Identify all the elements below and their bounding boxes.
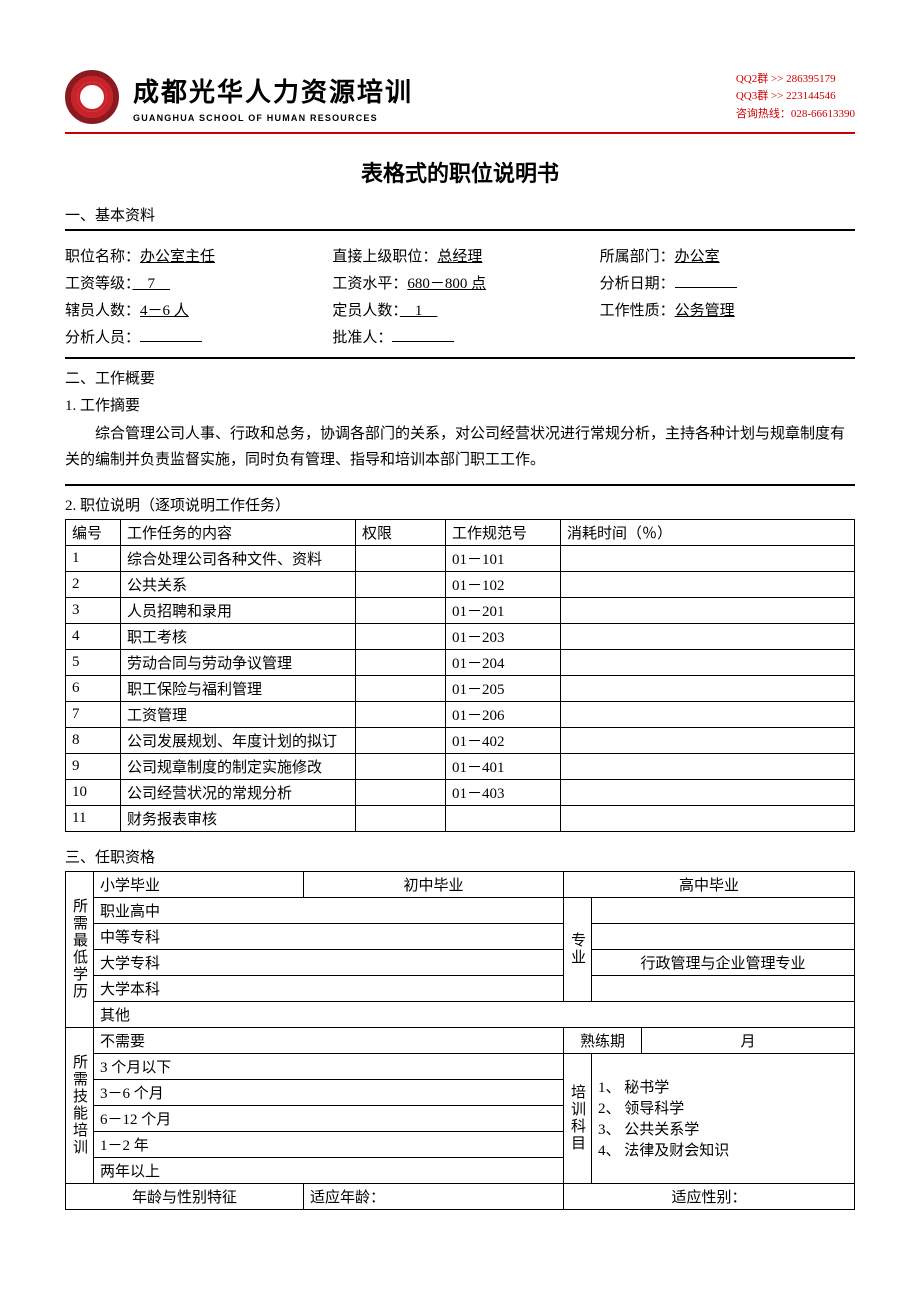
table-row: 所需技能培训 不需要 熟练期 月 <box>66 1027 855 1053</box>
section3-heading: 三、任职资格 <box>65 846 855 867</box>
field-analyst: 分析人员： <box>65 326 320 347</box>
tasks-table: 编号工作任务的内容权限工作规范号消耗时间（％）1综合处理公司各种文件、资料01－… <box>65 519 855 832</box>
table-row: 大学本科 <box>66 975 855 1001</box>
table-row: 6职工保险与福利管理01－205 <box>66 675 855 701</box>
field-salary: 工资水平：680－800 点 <box>332 272 587 293</box>
org-name-cn: 成都光华人力资源培训 <box>133 72 413 109</box>
section2-sub1: 1. 工作摘要 <box>65 394 855 415</box>
letterhead-left: 成都光华人力资源培训 GUANGHUA SCHOOL OF HUMAN RESO… <box>65 70 413 124</box>
column-header: 工作任务的内容 <box>121 519 356 545</box>
field-dept: 所属部门：办公室 <box>600 245 855 266</box>
field-grade: 工资等级： 7 <box>65 272 320 293</box>
table-row: 3 个月以下 培训科目 1、 秘书学 2、 领导科学 3、 公共关系学 4、 法… <box>66 1053 855 1079</box>
org-logo <box>65 70 119 124</box>
table-row: 职业高中 专业 <box>66 897 855 923</box>
letterhead: 成都光华人力资源培训 GUANGHUA SCHOOL OF HUMAN RESO… <box>65 70 855 134</box>
subjects-vlabel: 培训科目 <box>564 1053 592 1183</box>
column-header: 编号 <box>66 519 121 545</box>
summary-paragraph: 综合管理公司人事、行政和总务，协调各部门的关系，对公司经营状况进行常规分析，主持… <box>65 421 855 474</box>
field-date: 分析日期： <box>600 272 855 293</box>
document-title: 表格式的职位说明书 <box>65 156 855 188</box>
table-row: 2公共关系01－102 <box>66 571 855 597</box>
column-header: 权限 <box>356 519 446 545</box>
table-row: 所需最低学历 小学毕业 初中毕业 高中毕业 <box>66 871 855 897</box>
org-title-block: 成都光华人力资源培训 GUANGHUA SCHOOL OF HUMAN RESO… <box>133 72 413 123</box>
edu-vlabel: 所需最低学历 <box>66 871 94 1027</box>
table-row: 大学专科 行政管理与企业管理专业 <box>66 949 855 975</box>
train-vlabel: 所需技能培训 <box>66 1027 94 1183</box>
table-row: 8公司发展规划、年度计划的拟订01－402 <box>66 727 855 753</box>
divider <box>65 357 855 359</box>
qq3-line: QQ3群 >> 223144546 <box>736 88 855 106</box>
qq2-line: QQ2群 >> 286395179 <box>736 71 855 89</box>
table-header-row: 编号工作任务的内容权限工作规范号消耗时间（％） <box>66 519 855 545</box>
field-headcount: 定员人数： 1 <box>332 299 587 320</box>
table-row: 11财务报表审核 <box>66 805 855 831</box>
table-row: 10公司经营状况的常规分析01－403 <box>66 779 855 805</box>
table-row: 年龄与性别特征 适应年龄： 适应性别： <box>66 1183 855 1209</box>
hotline-line: 咨询热线：028-66613390 <box>736 106 855 124</box>
section1-heading: 一、基本资料 <box>65 204 855 225</box>
contact-block: QQ2群 >> 286395179 QQ3群 >> 223144546 咨询热线… <box>736 71 855 124</box>
table-row: 4职工考核01－203 <box>66 623 855 649</box>
column-header: 工作规范号 <box>446 519 561 545</box>
table-row: 9公司规章制度的制定实施修改01－401 <box>66 753 855 779</box>
section2-sub2: 2. 职位说明（逐项说明工作任务） <box>65 494 855 515</box>
table-row: 5劳动合同与劳动争议管理01－204 <box>66 649 855 675</box>
field-position: 职位名称：办公室主任 <box>65 245 320 266</box>
field-supervisor: 直接上级职位：总经理 <box>332 245 587 266</box>
org-name-en: GUANGHUA SCHOOL OF HUMAN RESOURCES <box>133 113 413 123</box>
field-approver: 批准人： <box>332 326 587 347</box>
subjects-cell: 1、 秘书学 2、 领导科学 3、 公共关系学 4、 法律及财会知识 <box>592 1053 855 1183</box>
table-row: 1综合处理公司各种文件、资料01－101 <box>66 545 855 571</box>
major-vlabel: 专业 <box>564 897 592 1001</box>
table-row: 7工资管理01－206 <box>66 701 855 727</box>
column-header: 消耗时间（％） <box>561 519 855 545</box>
table-row: 中等专科 <box>66 923 855 949</box>
field-nature: 工作性质：公务管理 <box>600 299 855 320</box>
table-row: 3人员招聘和录用01－201 <box>66 597 855 623</box>
section2-heading: 二、工作概要 <box>65 367 855 388</box>
divider <box>65 229 855 231</box>
table-row: 其他 <box>66 1001 855 1027</box>
divider <box>65 484 855 486</box>
basic-info-grid: 职位名称：办公室主任 直接上级职位：总经理 所属部门：办公室 工资等级： 7 工… <box>65 245 855 347</box>
qualification-table: 所需最低学历 小学毕业 初中毕业 高中毕业 职业高中 专业 中等专科 大学专科 … <box>65 871 855 1210</box>
field-subcount: 辖员人数：4－6 人 <box>65 299 320 320</box>
